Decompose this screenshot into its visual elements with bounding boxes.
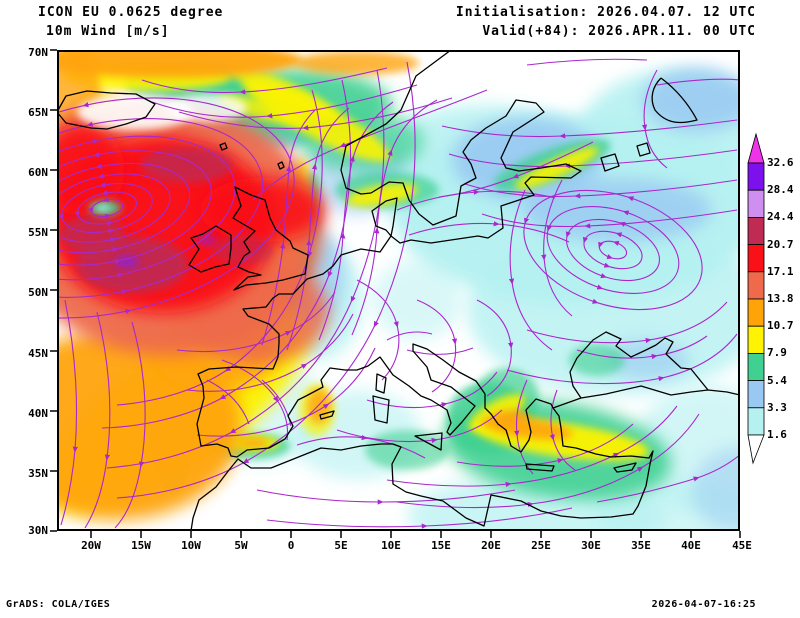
coast-lake-onega [636, 142, 651, 157]
model-title: ICON EU 0.0625 degree [38, 5, 224, 20]
lon-label: 20E [481, 539, 501, 552]
coast-balearics [319, 410, 335, 420]
lat-label: 70N [28, 46, 48, 59]
colorbar-arrow-top [747, 132, 765, 164]
lat-label: 40N [28, 407, 48, 420]
lat-label: 60N [28, 166, 48, 179]
map-frame [57, 50, 740, 531]
colorbar-level-label: 7.9 [767, 346, 787, 359]
colorbar-level-label: 17.1 [767, 265, 794, 278]
coast-shetland [277, 161, 285, 170]
lat-label: 45N [28, 347, 48, 360]
initialisation-text: Initialisation: 2026.04.07. 12 UTC [455, 5, 756, 20]
grads-credit: GrADS: COLA/IGES [6, 599, 111, 610]
colorbar-level-label: 3.3 [767, 401, 787, 414]
lat-label: 55N [28, 226, 48, 239]
lon-label: 15E [431, 539, 451, 552]
colorbar-arrow-bottom [747, 434, 765, 465]
colorbar-level-label: 32.6 [767, 156, 794, 169]
lon-label: 0 [287, 539, 295, 552]
lat-label: 35N [28, 467, 48, 480]
coast-sicily [414, 432, 443, 451]
coast-mainland-europe [196, 50, 582, 458]
valid-text: Valid(+84): 2026.APR.11. 00 UTC [482, 24, 756, 39]
lat-label: 65N [28, 106, 48, 119]
coast-corsica [375, 373, 387, 394]
lon-label: 35E [631, 539, 651, 552]
wind-map [57, 50, 740, 531]
coast-cyprus [613, 462, 637, 473]
coast-turkey-north [552, 385, 740, 409]
colorbar [747, 132, 765, 465]
coast-turkey-levant-africa [190, 407, 654, 531]
colorbar-level-label: 5.4 [767, 374, 787, 387]
lon-label: 20W [81, 539, 101, 552]
coast-iceland [57, 90, 156, 130]
coast-faroe [219, 142, 228, 151]
coast-sardinia [372, 395, 390, 424]
wind-speed-field [57, 50, 740, 531]
coast-ireland [188, 225, 232, 273]
lon-label: 5W [234, 539, 248, 552]
lon-label: 5E [334, 539, 348, 552]
lat-label: 30N [28, 524, 48, 537]
lon-label: 15W [131, 539, 151, 552]
generation-timestamp: 2026-04-07-16:25 [651, 599, 756, 610]
colorbar-level-label: 10.7 [767, 319, 794, 332]
lon-label: 45E [732, 539, 752, 552]
coastlines [57, 50, 740, 531]
colorbar-level-label: 13.8 [767, 292, 794, 305]
coast-white-sea [651, 77, 698, 124]
lat-label: 50N [28, 286, 48, 299]
colorbar-level-label: 20.7 [767, 238, 794, 251]
coast-lake-ladoga [600, 153, 620, 172]
lon-label: 25E [531, 539, 551, 552]
colorbar-level-label: 1.6 [767, 428, 787, 441]
coast-great-britain [232, 186, 309, 291]
lon-label: 30E [581, 539, 601, 552]
colorbar-swatches [747, 132, 765, 465]
coast-crete [525, 463, 555, 472]
coast-black-sea [569, 331, 709, 399]
colorbar-level-label: 24.4 [767, 210, 794, 223]
colorbar-level-label: 28.4 [767, 183, 794, 196]
lon-label: 40E [681, 539, 701, 552]
lon-label: 10W [181, 539, 201, 552]
lon-label: 10E [381, 539, 401, 552]
wind-streamlines [57, 58, 740, 529]
field-title: 10m Wind [m/s] [46, 24, 170, 39]
